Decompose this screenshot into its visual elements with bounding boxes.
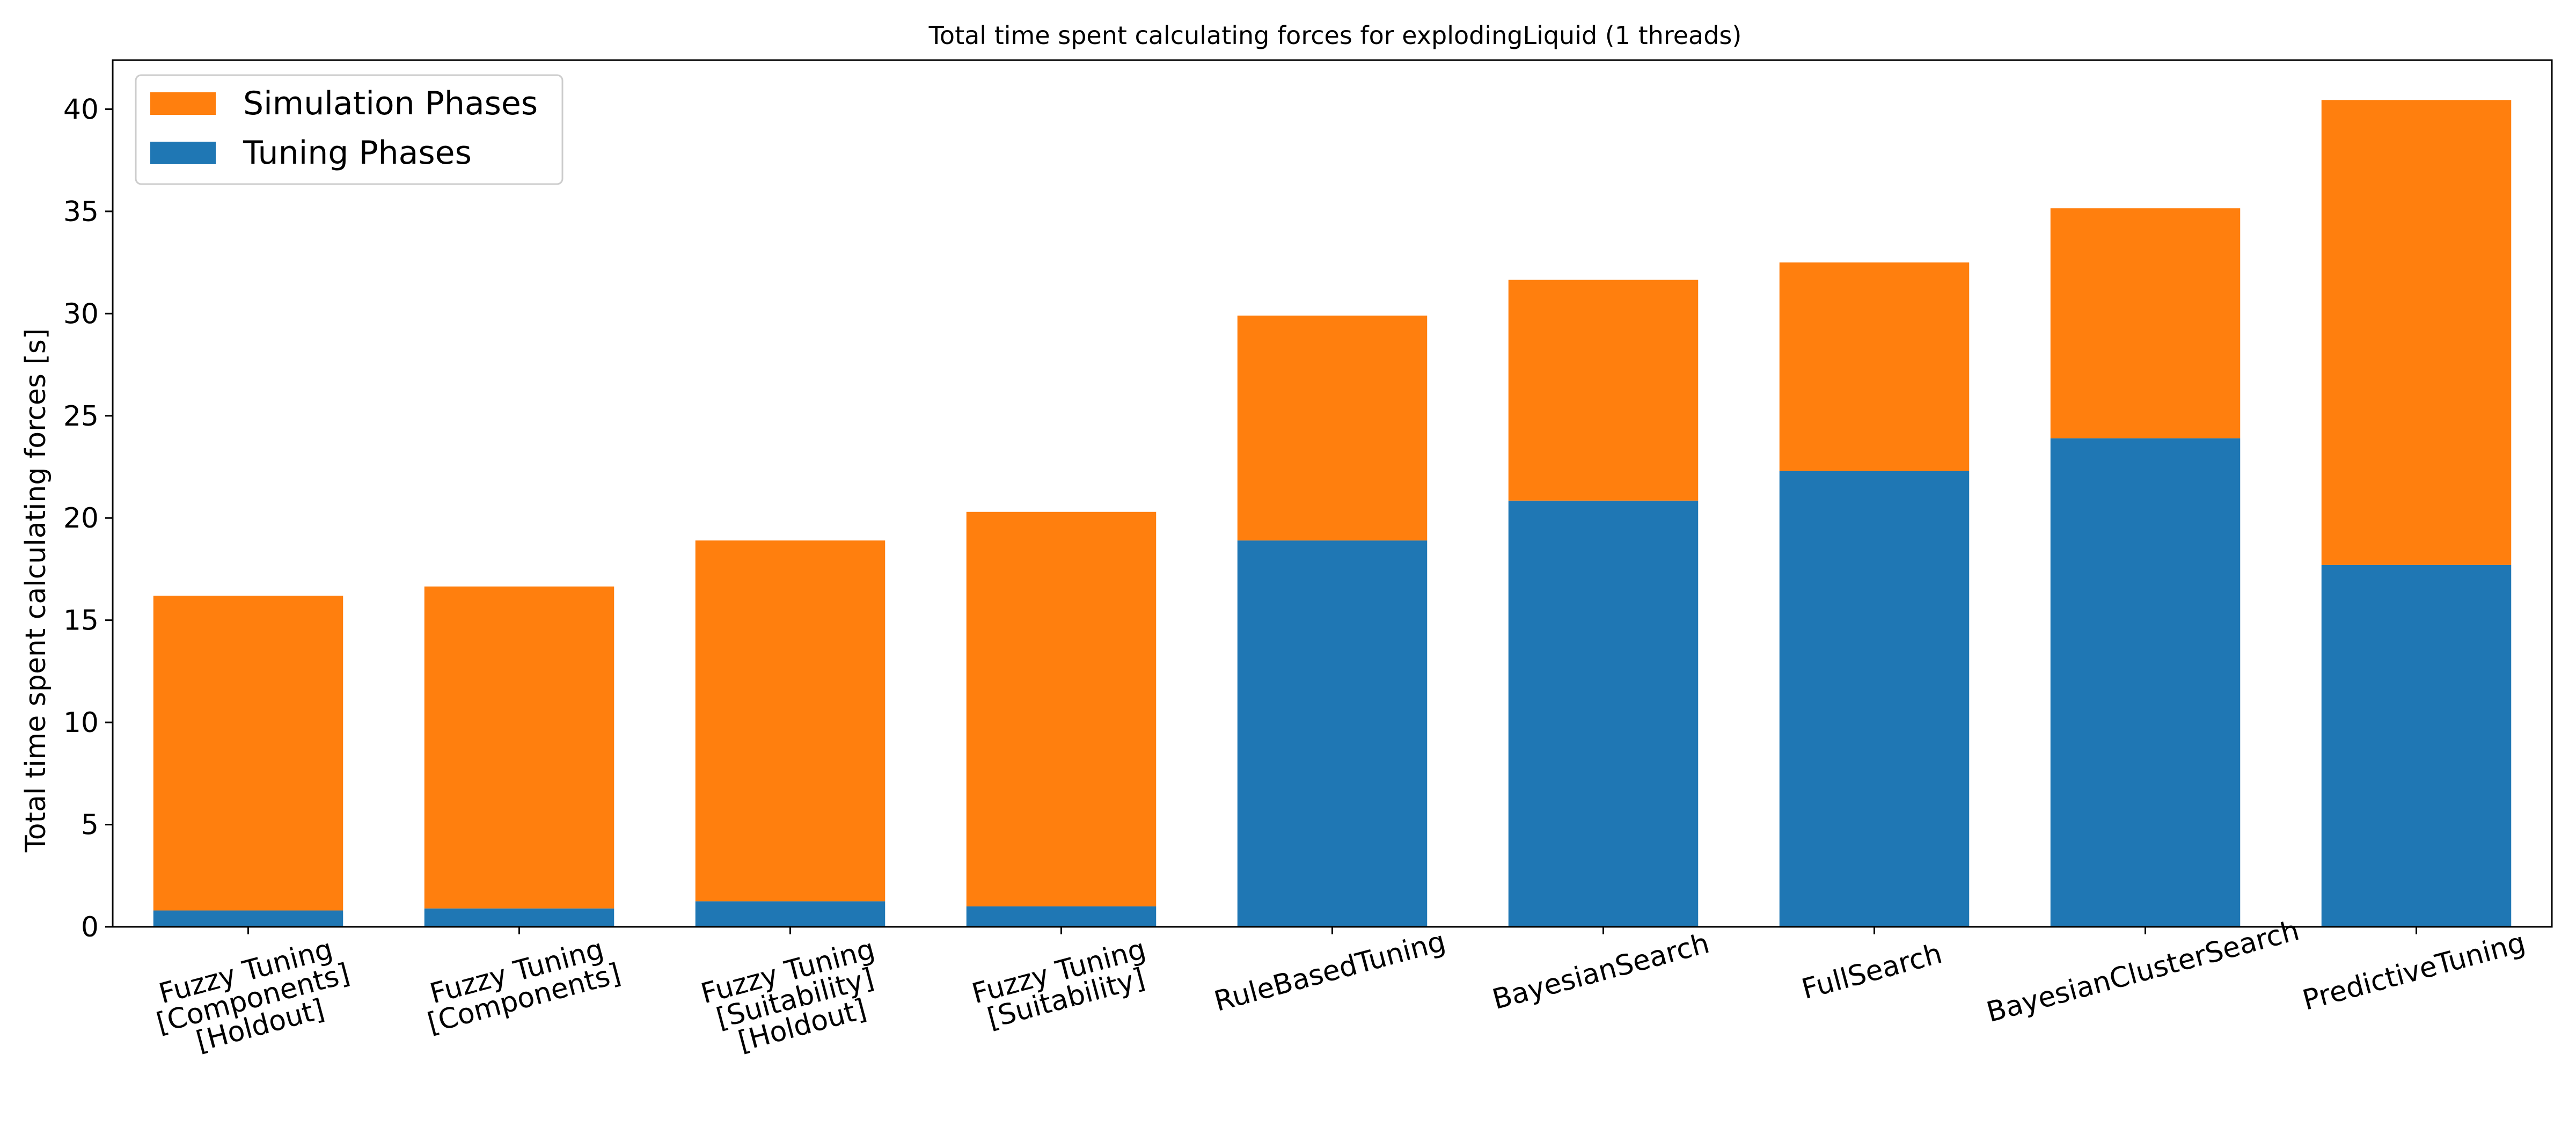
bar-tuning-phases-1 bbox=[424, 908, 614, 927]
y-tick-label: 35 bbox=[63, 196, 99, 228]
legend: Simulation Phases Tuning Phases bbox=[135, 74, 564, 185]
y-tick-label: 40 bbox=[63, 93, 99, 126]
plot-area: 0 5 10 15 20 25 30 35 40 Fuzzy Tuning[Components]… bbox=[63, 59, 2553, 1067]
y-tick-label: 0 bbox=[81, 911, 99, 943]
legend-label: Simulation Phases bbox=[243, 85, 538, 122]
bar-tuning-phases-4 bbox=[1237, 540, 1428, 927]
bar-tuning-phases-5 bbox=[1508, 500, 1699, 927]
x-tick-label: Fuzzy Tuning[Suitability][Holdout] bbox=[698, 933, 892, 1064]
bar-simulation-phases-0 bbox=[153, 595, 343, 911]
y-tick-label: 15 bbox=[63, 605, 99, 637]
y-tick-label: 10 bbox=[63, 707, 99, 739]
bar-tuning-phases-6 bbox=[1779, 471, 1970, 927]
x-tick-label: PredictiveTuning bbox=[2299, 926, 2529, 1016]
bar-tuning-phases-8 bbox=[2321, 565, 2512, 927]
legend-swatch-tuning-phases bbox=[150, 142, 216, 164]
bar-simulation-phases-1 bbox=[424, 586, 614, 909]
bar-simulation-phases-4 bbox=[1237, 316, 1428, 541]
x-tick-label: Fuzzy Tuning[Suitability] bbox=[969, 933, 1157, 1037]
x-tick-label: RuleBasedTuning bbox=[1211, 925, 1448, 1018]
bar-tuning-phases-7 bbox=[2050, 438, 2241, 927]
chart-title: Total time spent calculating forces for … bbox=[928, 21, 1742, 50]
x-tick-label: BayesianClusterSearch bbox=[1984, 914, 2303, 1029]
x-tick-label: BayesianSearch bbox=[1489, 927, 1713, 1016]
bar-tuning-phases-3 bbox=[966, 906, 1157, 927]
y-tick-label: 20 bbox=[63, 502, 99, 535]
x-tick-label: Fuzzy Tuning[Components][Holdout] bbox=[146, 931, 360, 1067]
bar-simulation-phases-8 bbox=[2321, 100, 2512, 565]
legend-label: Tuning Phases bbox=[243, 134, 472, 172]
bar-simulation-phases-6 bbox=[1779, 262, 1970, 471]
y-tick-label: 5 bbox=[81, 809, 99, 841]
bar-simulation-phases-7 bbox=[2050, 208, 2241, 438]
x-tick-label: FullSearch bbox=[1798, 938, 1945, 1006]
y-tick-label: 30 bbox=[63, 298, 99, 330]
x-tick-label: Fuzzy Tuning[Components] bbox=[417, 931, 624, 1040]
y-axis-label: Total time spent calculating forces [s] bbox=[20, 328, 52, 853]
y-tick-label: 25 bbox=[63, 400, 99, 433]
bar-simulation-phases-2 bbox=[695, 540, 885, 902]
bar-simulation-phases-3 bbox=[966, 511, 1157, 906]
bar-simulation-phases-5 bbox=[1508, 280, 1699, 501]
bar-tuning-phases-2 bbox=[695, 901, 885, 927]
bar-tuning-phases-0 bbox=[153, 910, 343, 927]
legend-swatch-simulation-phases bbox=[150, 92, 216, 115]
legend-box bbox=[135, 74, 564, 185]
